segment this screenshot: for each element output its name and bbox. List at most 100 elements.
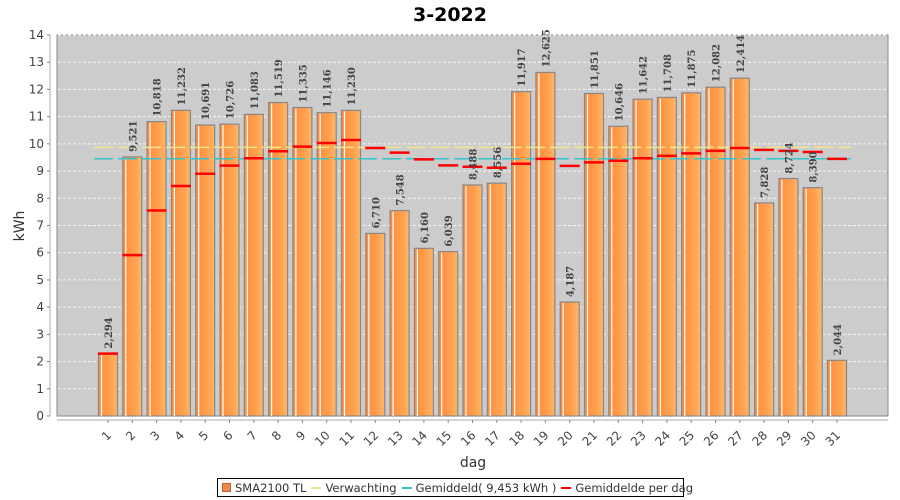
x-tick-label: 28	[750, 428, 771, 449]
bar	[753, 202, 775, 417]
bar	[778, 177, 799, 417]
x-tick-label: 10	[312, 428, 333, 449]
legend-label-average: Gemiddeld( 9,453 kWh )	[415, 480, 557, 495]
value-label: 8,556	[493, 147, 504, 178]
y-tick-label: 1	[36, 382, 44, 396]
y-tick-label: 12	[29, 82, 44, 96]
value-label: 11,875	[687, 50, 698, 88]
y-tick-label: 11	[29, 110, 44, 124]
value-label: 11,708	[663, 54, 674, 92]
bar	[486, 182, 507, 417]
y-tick-label: 0	[36, 409, 44, 423]
value-label: 11,083	[250, 71, 261, 109]
value-label: 11,335	[298, 64, 309, 102]
value-label: 11,146	[323, 69, 334, 107]
value-label: 8,488	[469, 149, 480, 180]
x-tick-label: 16	[458, 428, 479, 449]
x-tick-label: 14	[409, 428, 430, 449]
legend-swatch-expectation	[311, 486, 322, 489]
x-tick-label: 15	[434, 428, 455, 449]
value-label: 6,039	[444, 215, 455, 246]
x-tick-label: 24	[652, 428, 673, 449]
bar	[122, 156, 143, 417]
x-tick-label: 27	[725, 428, 746, 449]
x-tick-label: 25	[677, 428, 698, 449]
x-tick-label: 1	[99, 428, 114, 443]
bar	[413, 247, 434, 417]
value-label: 2,294	[104, 317, 115, 348]
bar	[705, 86, 726, 417]
legend-item-expectation: Verwachting	[311, 480, 397, 495]
x-tick-label: 31	[822, 428, 843, 449]
y-tick-label: 6	[36, 246, 44, 260]
x-tick-label: 2	[123, 428, 138, 443]
x-tick-label: 9	[293, 428, 308, 443]
x-tick-label: 7	[245, 428, 260, 443]
value-label: 11,232	[177, 67, 188, 105]
value-label: 11,917	[517, 48, 528, 86]
legend-label-production: SMA2100 TL	[235, 480, 307, 495]
x-tick-label: 20	[555, 428, 576, 449]
y-tick-label: 4	[36, 300, 44, 314]
bar	[438, 251, 459, 417]
x-tick-label: 29	[774, 428, 795, 449]
x-tick-label: 23	[628, 428, 649, 449]
x-tick-label: 18	[507, 428, 528, 449]
bar	[511, 91, 532, 417]
reference-lines	[94, 146, 851, 160]
value-label: 12,414	[736, 35, 747, 73]
legend-item-daily-average: Gemiddelde per dag	[561, 481, 693, 495]
value-label: 7,548	[396, 174, 407, 205]
value-label: 10,691	[201, 82, 212, 120]
y-tick-label: 13	[29, 55, 44, 69]
value-label: 11,642	[639, 56, 650, 94]
x-tick-label: 22	[604, 428, 625, 449]
value-label: 11,230	[347, 67, 358, 105]
x-tick-label: 3	[147, 428, 162, 443]
x-tick-label: 12	[361, 428, 382, 449]
legend-swatch-production	[222, 483, 231, 492]
bar	[681, 92, 702, 417]
value-label: 10,818	[153, 78, 164, 116]
x-tick-label: 26	[701, 428, 722, 449]
bar	[292, 106, 313, 417]
bar	[608, 125, 629, 417]
y-tick-label: 8	[36, 191, 44, 205]
value-label: 2,044	[833, 324, 844, 355]
value-label: 6,160	[420, 212, 431, 243]
x-tick-label: 4	[172, 428, 187, 443]
value-label: 8,724	[784, 142, 795, 173]
x-tick-label: 8	[269, 428, 284, 443]
x-tick-label: 21	[579, 428, 600, 449]
value-label: 4,187	[566, 266, 577, 297]
x-tick-label: 11	[336, 428, 357, 449]
y-tick-label: 2	[36, 355, 44, 369]
legend-swatch-daily-average	[561, 486, 572, 489]
legend-label-expectation: Verwachting	[325, 480, 397, 495]
bar	[268, 101, 289, 417]
y-tick-label: 7	[36, 219, 44, 233]
x-tick-label: 30	[798, 428, 819, 449]
y-axis-label: kWh	[12, 211, 28, 242]
y-tick-label: 10	[29, 137, 44, 151]
value-label: 10,646	[614, 83, 625, 121]
bar	[583, 92, 605, 417]
bar	[316, 112, 337, 417]
bar	[826, 359, 848, 417]
bar	[559, 301, 580, 417]
value-label: 10,726	[226, 81, 237, 119]
x-tick-label: 5	[196, 428, 211, 443]
value-label: 11,519	[274, 59, 285, 97]
bar	[219, 123, 240, 417]
bar	[340, 109, 362, 417]
y-tick-label: 5	[36, 273, 44, 287]
value-label: 8,390	[809, 151, 820, 182]
x-tick-label: 13	[385, 428, 406, 449]
legend-label-daily-average: Gemiddelde per dag	[575, 480, 694, 495]
bar	[389, 209, 410, 417]
bar	[243, 113, 264, 417]
x-axis-label: dag	[460, 455, 486, 471]
legend-swatch-average	[401, 486, 412, 489]
